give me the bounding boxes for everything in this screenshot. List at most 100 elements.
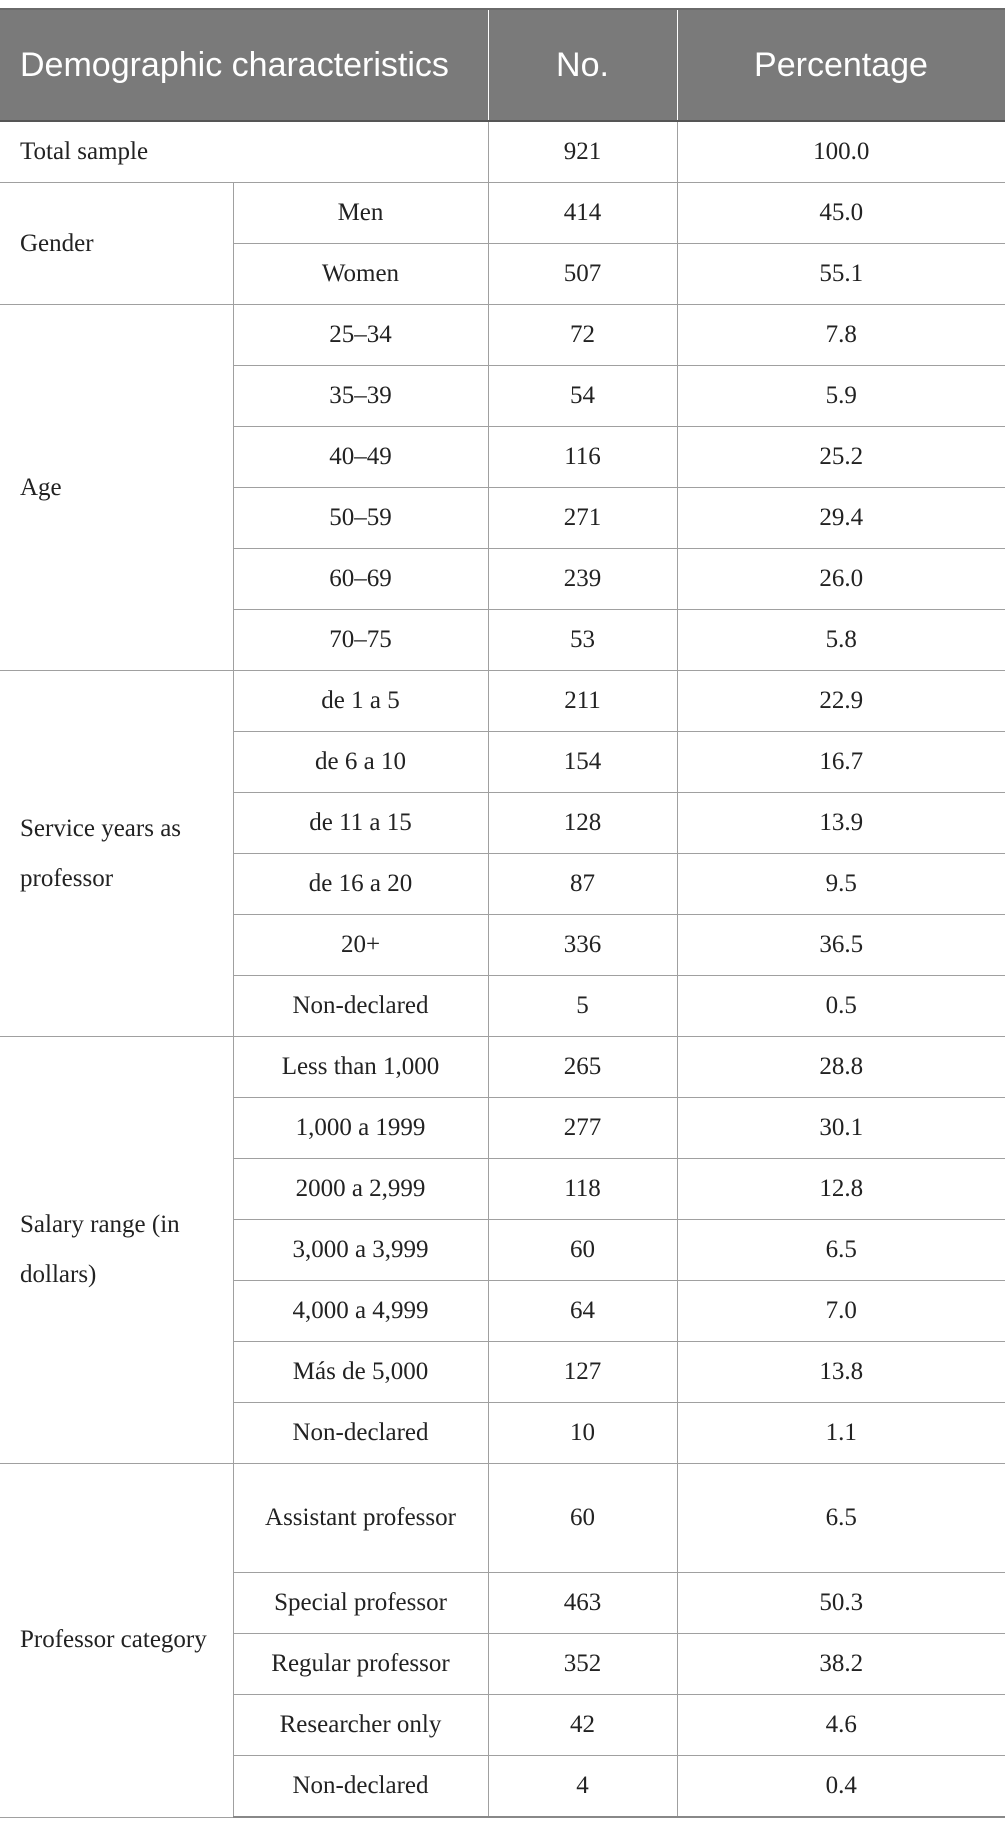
count-cell: 116	[487, 426, 678, 488]
table-row: 4,000 a 4,999 64 7.0	[0, 1280, 1005, 1342]
percentage-cell: 4.6	[676, 1694, 1005, 1756]
percentage-cell: 5.8	[676, 609, 1005, 671]
count-cell: 60	[487, 1463, 678, 1573]
percentage-cell: 7.8	[676, 304, 1005, 366]
table-row: 60–69 239 26.0	[0, 548, 1005, 610]
table-row: de 16 a 20 87 9.5	[0, 853, 1005, 915]
category-cell: 50–59	[233, 487, 489, 549]
table-row: Non-declared 10 1.1	[0, 1402, 1005, 1464]
percentage-cell: 50.3	[676, 1572, 1005, 1634]
category-cell: 40–49	[233, 426, 489, 488]
percentage-cell: 55.1	[676, 243, 1005, 305]
count-cell: 42	[487, 1694, 678, 1756]
category-cell: de 6 a 10	[233, 731, 489, 793]
count-cell: 53	[487, 609, 678, 671]
percentage-cell: 29.4	[676, 487, 1005, 549]
percentage-cell: 7.0	[676, 1280, 1005, 1342]
table-header: Demographic characteristics No. Percenta…	[0, 9, 1005, 122]
percentage-cell: 6.5	[676, 1219, 1005, 1281]
count-cell: 265	[487, 1036, 678, 1098]
table-row: 20+ 336 36.5	[0, 914, 1005, 976]
count-cell: 60	[487, 1219, 678, 1281]
count-cell: 4	[487, 1755, 678, 1818]
percentage-cell: 16.7	[676, 731, 1005, 793]
category-cell: Regular professor	[233, 1633, 489, 1695]
percentage-cell: 0.5	[676, 975, 1005, 1037]
table-row: Salary range (in dollars) Less than 1,000…	[0, 1036, 1005, 1464]
table-row: Professor category Assistant professor 60 6…	[0, 1463, 1005, 1818]
table-row: Service years as professor de 1 a 5 211 22.…	[0, 670, 1005, 1037]
header-percentage: Percentage	[676, 9, 1005, 122]
group-label: Professor category	[0, 1463, 234, 1818]
table-row: 35–39 54 5.9	[0, 365, 1005, 427]
count-cell: 271	[487, 487, 678, 549]
category-cell: Researcher only	[233, 1694, 489, 1756]
table-row: de 11 a 15 128 13.9	[0, 792, 1005, 854]
percentage-cell: 9.5	[676, 853, 1005, 915]
percentage-cell: 30.1	[676, 1097, 1005, 1159]
total-label: Total sample	[0, 120, 489, 183]
percentage-cell: 5.9	[676, 365, 1005, 427]
percentage-cell: 0.4	[676, 1755, 1005, 1818]
count-cell: 463	[487, 1572, 678, 1634]
table-body: Total sample 921 100.0 Gender Men 414 45.0 W…	[0, 120, 1005, 1818]
table-row: Researcher only 42 4.6	[0, 1694, 1005, 1756]
percentage-cell: 13.9	[676, 792, 1005, 854]
table-row: 2000 a 2,999 118 12.8	[0, 1158, 1005, 1220]
count-cell: 507	[487, 243, 678, 305]
count-cell: 5	[487, 975, 678, 1037]
category-cell: Más de 5,000	[233, 1341, 489, 1403]
table-row: 40–49 116 25.2	[0, 426, 1005, 488]
table-row: Women 507 55.1	[0, 243, 1005, 305]
table-row: Gender Men 414 45.0	[0, 182, 1005, 305]
count-cell: 239	[487, 548, 678, 610]
group-label: Age	[0, 304, 234, 671]
percentage-cell: 6.5	[676, 1463, 1005, 1573]
table-row: Non-declared 4 0.4	[0, 1755, 1005, 1818]
count-cell: 352	[487, 1633, 678, 1695]
count-cell: 64	[487, 1280, 678, 1342]
category-cell: 70–75	[233, 609, 489, 671]
total-no: 921	[487, 120, 678, 183]
demographics-table: Demographic characteristics No. Percenta…	[0, 8, 1005, 1818]
category-cell: Less than 1,000	[232, 1036, 489, 1098]
table-row: 70–75 53 5.8	[0, 609, 1005, 671]
category-cell: 1,000 a 1999	[233, 1097, 489, 1159]
count-cell: 118	[487, 1158, 678, 1220]
percentage-cell: 36.5	[676, 914, 1005, 976]
count-cell: 87	[487, 853, 678, 915]
header-no: No.	[487, 9, 678, 122]
table-row: Special professor 463 50.3	[0, 1572, 1005, 1634]
total-pct: 100.0	[676, 120, 1005, 183]
group-label: Service years as professor	[0, 670, 234, 1037]
count-cell: 336	[487, 914, 678, 976]
count-cell: 277	[487, 1097, 678, 1159]
category-cell: 60–69	[233, 548, 489, 610]
table-row-total: Total sample 921 100.0	[0, 120, 1005, 183]
percentage-cell: 28.8	[676, 1036, 1005, 1098]
category-cell: Women	[233, 243, 489, 305]
table-row: Non-declared 5 0.5	[0, 975, 1005, 1037]
category-cell: 4,000 a 4,999	[233, 1280, 489, 1342]
count-cell: 54	[487, 365, 678, 427]
table-row: 3,000 a 3,999 60 6.5	[0, 1219, 1005, 1281]
category-cell: de 11 a 15	[233, 792, 489, 854]
table-row: 1,000 a 1999 277 30.1	[0, 1097, 1005, 1159]
percentage-cell: 1.1	[676, 1402, 1005, 1464]
table-row: de 6 a 10 154 16.7	[0, 731, 1005, 793]
percentage-cell: 45.0	[676, 182, 1005, 244]
percentage-cell: 13.8	[676, 1341, 1005, 1403]
category-cell: de 1 a 5	[232, 670, 489, 732]
category-cell: 35–39	[233, 365, 489, 427]
percentage-cell: 25.2	[676, 426, 1005, 488]
percentage-cell: 26.0	[676, 548, 1005, 610]
count-cell: 211	[487, 670, 678, 732]
percentage-cell: 22.9	[676, 670, 1005, 732]
category-cell: Men	[232, 182, 489, 244]
category-cell: 25–34	[232, 304, 489, 366]
group-label: Gender	[0, 182, 234, 305]
count-cell: 154	[487, 731, 678, 793]
category-cell: de 16 a 20	[233, 853, 489, 915]
table-row: Más de 5,000 127 13.8	[0, 1341, 1005, 1403]
